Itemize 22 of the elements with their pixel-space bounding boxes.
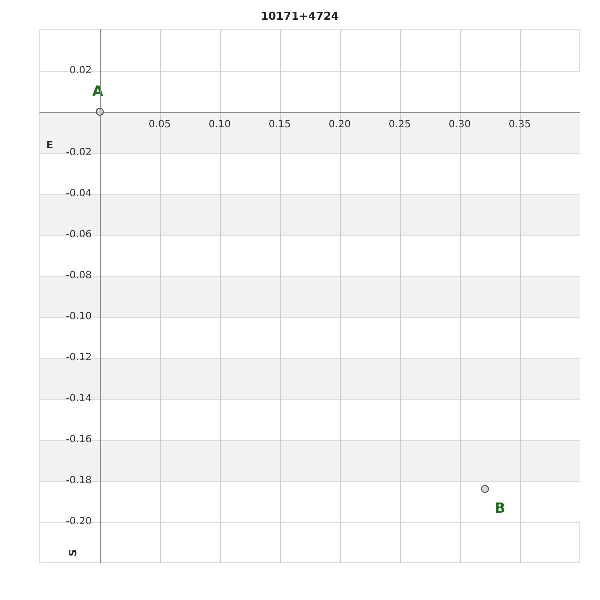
x-tick-label: 0.30 <box>448 120 472 130</box>
y-tick-label: 0.02 <box>70 66 92 76</box>
chart-title: 10171+4724 <box>260 10 340 23</box>
y-tick-label: -0.20 <box>66 516 92 528</box>
x-tick-label: 0.10 <box>208 120 232 130</box>
x-axis-title: E <box>46 140 54 152</box>
x-tick-label: 0.20 <box>328 120 352 130</box>
y-tick-label: -0.18 <box>66 476 92 486</box>
y-tick-label: -0.04 <box>66 188 92 200</box>
y-tick-label: -0.06 <box>66 230 92 240</box>
x-tick-label: 0.05 <box>148 120 172 130</box>
y-tick-label: -0.12 <box>66 352 92 364</box>
annotation: B <box>494 501 506 518</box>
y-tick-label: -0.08 <box>66 270 92 282</box>
y-tick-label: -0.14 <box>66 394 92 404</box>
x-tick-label: 0.35 <box>508 120 532 130</box>
y-tick-label: -0.10 <box>66 312 92 322</box>
y-axis-title: S <box>68 549 80 557</box>
y-tick-label: -0.02 <box>66 148 92 158</box>
x-tick-label: 0.25 <box>388 120 412 130</box>
y-tick-label: -0.16 <box>66 434 92 446</box>
x-tick-label: 0.15 <box>268 120 292 130</box>
